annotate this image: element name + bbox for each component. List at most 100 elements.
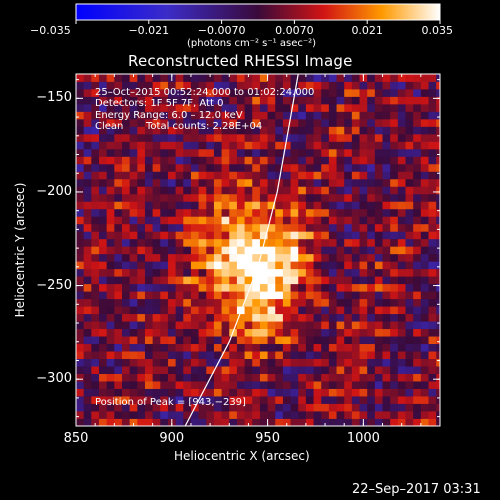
- heatmap-cell: [344, 253, 353, 262]
- heatmap-cell: [267, 246, 276, 255]
- heatmap-cell: [328, 238, 337, 247]
- heatmap-cell: [91, 246, 100, 255]
- heatmap-cell: [229, 96, 238, 105]
- heatmap-cell: [76, 111, 85, 120]
- heatmap-cell: [167, 88, 177, 97]
- heatmap-cell: [175, 246, 184, 255]
- heatmap-cell: [167, 96, 177, 105]
- heatmap-cell: [160, 291, 169, 300]
- heatmap-cell: [252, 411, 261, 419]
- heatmap-cell: [190, 178, 200, 187]
- heatmap-cell: [121, 133, 131, 142]
- heatmap-cell: [229, 403, 238, 412]
- heatmap-cell: [275, 208, 284, 217]
- heatmap-cell: [106, 366, 115, 374]
- heatmap-cell: [160, 396, 169, 404]
- heatmap-cell: [144, 216, 154, 225]
- heatmap-cell: [428, 193, 437, 202]
- heatmap-cell: [344, 126, 353, 135]
- heatmap-cell: [397, 373, 406, 382]
- heatmap-cell: [405, 253, 414, 262]
- heatmap-cell: [144, 103, 154, 112]
- heatmap-cell: [152, 388, 161, 397]
- heatmap-cell: [252, 246, 261, 255]
- heatmap-cell: [367, 358, 376, 367]
- heatmap-cell: [121, 403, 131, 412]
- heatmap-cell: [290, 403, 299, 412]
- heatmap-cell: [328, 103, 337, 112]
- heatmap-cell: [137, 111, 146, 120]
- heatmap-cell: [76, 148, 85, 157]
- heatmap-cell: [413, 156, 422, 165]
- heatmap-cell: [244, 178, 253, 187]
- heatmap-cell: [405, 396, 414, 404]
- heatmap-cell: [167, 381, 177, 389]
- heatmap-cell: [244, 268, 253, 277]
- heatmap-cell: [76, 88, 85, 97]
- heatmap-cell: [98, 201, 108, 210]
- heatmap-cell: [229, 306, 238, 315]
- heatmap-cell: [259, 186, 268, 195]
- heatmap-cell: [121, 283, 131, 292]
- heatmap-cell: [175, 111, 184, 120]
- heatmap-cell: [259, 373, 268, 382]
- heatmap-cell: [106, 373, 115, 382]
- heatmap-cell: [213, 111, 222, 120]
- heatmap-cell: [275, 96, 284, 105]
- heatmap-cell: [413, 208, 422, 217]
- heatmap-cell: [183, 396, 192, 404]
- heatmap-cell: [175, 261, 184, 270]
- heatmap-cell: [275, 313, 284, 322]
- heatmap-cell: [206, 418, 215, 426]
- heatmap-cell: [175, 336, 184, 345]
- heatmap-cell: [275, 74, 284, 82]
- heatmap-cell: [282, 298, 291, 307]
- heatmap-cell: [83, 118, 92, 127]
- heatmap-cell: [137, 171, 146, 180]
- heatmap-cell: [267, 238, 276, 247]
- heatmap-cell: [160, 306, 169, 315]
- heatmap-cell: [236, 238, 245, 247]
- heatmap-cell: [336, 418, 345, 426]
- heatmap-cell: [137, 276, 146, 285]
- heatmap-cell: [114, 118, 123, 127]
- heatmap-cell: [351, 388, 360, 397]
- heatmap-cell: [206, 141, 215, 150]
- heatmap-cell: [129, 201, 138, 210]
- heatmap-cell: [351, 403, 360, 412]
- heatmap-cell: [298, 388, 307, 397]
- heatmap-cell: [275, 81, 284, 90]
- heatmap-cell: [267, 223, 276, 232]
- heatmap-cell: [336, 403, 345, 412]
- heatmap-cell: [290, 336, 299, 345]
- heatmap-cell: [382, 103, 391, 112]
- heatmap-cell: [413, 216, 422, 225]
- heatmap-cell: [275, 186, 284, 195]
- heatmap-cell: [428, 171, 437, 180]
- heatmap-cell: [436, 261, 440, 270]
- heatmap-cell: [290, 411, 299, 419]
- heatmap-cell: [206, 388, 215, 397]
- heatmap-cell: [374, 381, 383, 389]
- heatmap-cell: [290, 328, 299, 337]
- heatmap-cell: [183, 268, 192, 277]
- heatmap-cell: [83, 126, 92, 135]
- heatmap-cell: [397, 411, 406, 419]
- heatmap-cell: [321, 178, 330, 187]
- heatmap-cell: [236, 351, 245, 359]
- heatmap-cell: [405, 216, 414, 225]
- heatmap-cell: [305, 358, 314, 367]
- heatmap-cell: [282, 126, 291, 135]
- heatmap-cell: [390, 336, 399, 345]
- heatmap-cell: [236, 163, 245, 172]
- heatmap-cell: [428, 298, 437, 307]
- heatmap-cell: [382, 74, 391, 82]
- heatmap-cell: [137, 306, 146, 315]
- heatmap-cell: [206, 336, 215, 345]
- heatmap-cell: [91, 231, 100, 240]
- heatmap-cell: [91, 268, 100, 277]
- heatmap-cell: [98, 74, 108, 82]
- heatmap-cell: [259, 283, 268, 292]
- heatmap-cell: [328, 366, 337, 374]
- heatmap-cell: [321, 298, 330, 307]
